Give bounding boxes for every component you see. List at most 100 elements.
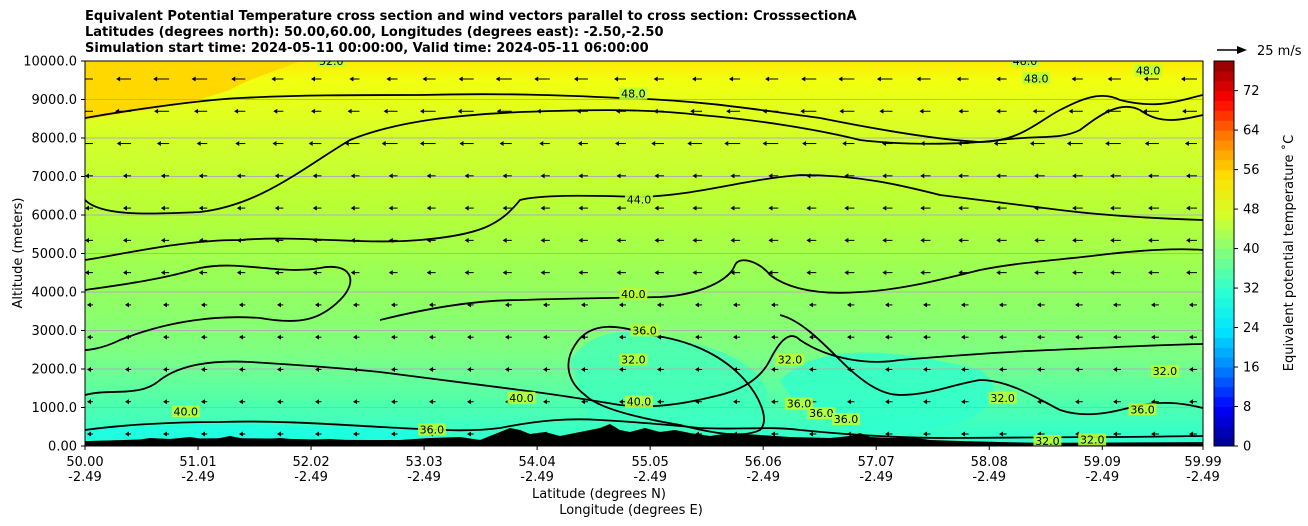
wind-vector-head: [116, 76, 121, 82]
wind-vector-head: [654, 173, 659, 179]
colorbar-segment: [1214, 228, 1234, 240]
wind-vector-head: [534, 76, 539, 82]
wind-vector-head: [1113, 431, 1118, 437]
wind-vector-head: [615, 141, 620, 147]
wind-vector-head: [391, 334, 396, 340]
wind-vector-head: [495, 76, 500, 82]
wind-vector-head: [961, 334, 966, 340]
wind-vector-head: [502, 237, 507, 243]
wind-vector-head: [651, 141, 656, 147]
wind-vector-head: [273, 108, 278, 114]
terrain-profile: [85, 424, 1203, 446]
wind-vector-head: [1075, 431, 1080, 437]
wind-vector-head: [729, 76, 734, 82]
wind-vector-head: [277, 366, 282, 372]
wind-vector-head: [1148, 205, 1153, 211]
wind-vector-head: [315, 302, 320, 308]
contour-label-bg: [630, 324, 659, 337]
wind-vector-head: [958, 173, 963, 179]
wind-vector-head: [923, 431, 928, 437]
wind-vector-head: [1068, 108, 1073, 114]
wind-vector-head: [274, 173, 279, 179]
wind-vector-head: [809, 431, 814, 437]
wind-vector-head: [614, 76, 619, 82]
colorbar-segment: [1214, 61, 1234, 72]
wind-vector-head: [616, 270, 621, 276]
wind-vector-head: [272, 141, 277, 147]
wind-vector-head: [999, 366, 1004, 372]
contour-label: 52.0: [319, 55, 344, 68]
wind-vector-head: [201, 366, 206, 372]
wind-vector-head: [163, 302, 168, 308]
wind-vector-head: [961, 399, 966, 405]
contour-label-bg: [1134, 64, 1163, 77]
wind-vector-head: [198, 270, 203, 276]
wind-vector-head: [885, 334, 890, 340]
wind-vector-head: [687, 141, 692, 147]
contour-label: 48.0: [1013, 55, 1038, 68]
wind-vector-head: [1181, 76, 1186, 82]
y-tick-label: 0.00: [48, 440, 77, 455]
wind-vector-head: [616, 173, 621, 179]
wind-vector-head: [885, 431, 890, 437]
wind-vector-head: [125, 366, 130, 372]
wind-vector-head: [996, 173, 1001, 179]
wind-vector-head: [312, 270, 317, 276]
x-axis-label-2: Longitude (degrees E): [559, 503, 703, 518]
x-tick-label-lon: -2.49: [1186, 470, 1220, 485]
contour-label: 36.0: [632, 324, 657, 337]
wind-vector-head: [239, 334, 244, 340]
colorbar-tick-label: 8: [1243, 400, 1251, 415]
colorbar-segment: [1214, 189, 1234, 200]
wind-vector-head: [771, 431, 776, 437]
contour-label: 32.0: [1080, 433, 1105, 446]
wind-vector-head: [85, 173, 89, 179]
colorbar-tick-label: 16: [1243, 361, 1260, 376]
contour-label: 36.0: [809, 407, 834, 420]
wind-vector-head: [578, 205, 583, 211]
contour-line: [379, 248, 1203, 321]
wind-vector-head: [695, 302, 700, 308]
wind-vector-head: [619, 334, 624, 340]
wind-vector-head: [844, 270, 849, 276]
wind-vector-head: [391, 399, 396, 405]
x-tick-label-lon: -2.49: [746, 470, 780, 485]
wind-vector-head: [308, 141, 313, 147]
x-tick-label-lon: -2.49: [520, 470, 554, 485]
wind-vector-head: [429, 302, 434, 308]
wind-vector-head: [1186, 270, 1191, 276]
wind-vector-head: [77, 109, 81, 114]
colorbar-ticks: 0 8 16 24 32 40 48 56 64 72: [1234, 84, 1260, 455]
wind-vector-head: [312, 173, 317, 179]
y-tick-label: 4000.0: [32, 286, 78, 301]
wind-vector-head: [125, 431, 130, 437]
wind-vector-head: [1113, 302, 1118, 308]
colorbar-tick-label: 24: [1243, 321, 1260, 336]
contour-label: 32.0: [1035, 435, 1060, 448]
wind-vector-head: [540, 173, 545, 179]
wind-vector-head: [315, 431, 320, 437]
wind-vector-head: [996, 205, 1001, 211]
colorbar-segment: [1214, 317, 1234, 329]
colorbar-label: Equivalent potential temperature ˚C: [1281, 135, 1297, 371]
contour-line: [85, 264, 352, 351]
wind-vector-head: [654, 270, 659, 276]
wind-vector-head: [1037, 366, 1042, 372]
wind-vector-head: [381, 141, 386, 147]
wind-vector-head: [996, 108, 1001, 114]
wind-vector-head: [160, 173, 165, 179]
wind-vector-head: [160, 237, 165, 243]
wind-vector-head: [1113, 334, 1118, 340]
wind-vector-head: [768, 237, 773, 243]
contour-line: [85, 105, 1203, 215]
wind-vector-head: [1075, 366, 1080, 372]
x-tick-label-lat: 55.05: [632, 455, 669, 470]
contour-label: 40.0: [509, 392, 534, 405]
wind-vector-head: [1034, 173, 1039, 179]
contour-label-bg: [619, 87, 648, 100]
wind-vector-head: [1075, 302, 1080, 308]
wind-vector-head: [426, 205, 431, 211]
wind-vector-head: [619, 366, 624, 372]
contour-label-bg: [776, 353, 805, 366]
wind-vector-head: [1032, 108, 1037, 114]
